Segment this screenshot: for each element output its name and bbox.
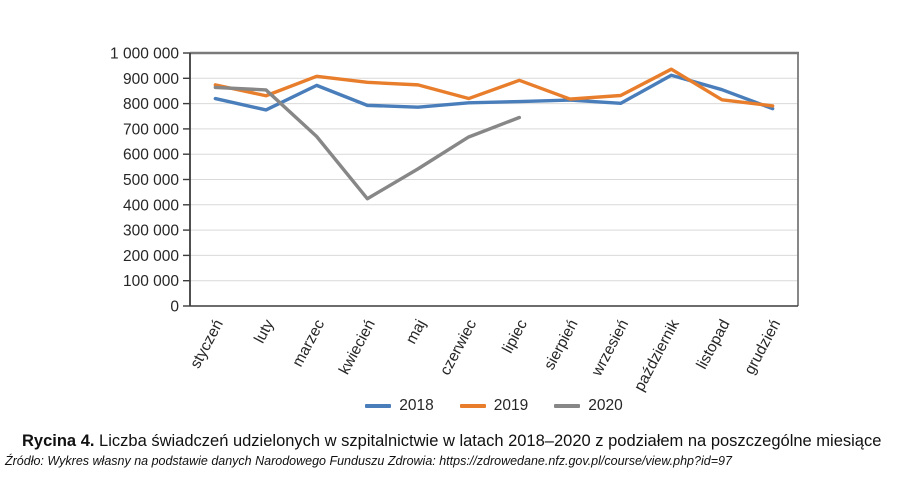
legend-label-2019: 2019 bbox=[493, 397, 529, 414]
y-tick-label: 400 000 bbox=[123, 197, 179, 214]
y-tick-label: 300 000 bbox=[123, 223, 179, 240]
chart-legend: 2018 2019 2020 bbox=[190, 397, 798, 415]
legend-label-2020: 2020 bbox=[588, 397, 623, 414]
y-tick-label: 100 000 bbox=[123, 273, 179, 290]
x-tick-label: marzec bbox=[289, 317, 328, 370]
x-tick-label: listopad bbox=[693, 317, 733, 372]
x-tick-label: październik bbox=[631, 317, 683, 394]
figure-caption: Rycina 4. Liczba świadczeń udzielonych w… bbox=[22, 431, 892, 452]
line-chart: 0 100 000 200 000 300 000 400 000 500 000 600 … bbox=[110, 46, 799, 394]
figure-caption-label: Rycina 4. bbox=[22, 432, 95, 450]
x-tick-label: styczeń bbox=[187, 317, 227, 371]
legend-swatch-2018 bbox=[365, 404, 392, 408]
figure-source: Źródło: Wykres własny na podstawie danyc… bbox=[5, 454, 732, 468]
x-tick-label: kwiecień bbox=[336, 317, 379, 377]
y-tick-label: 0 bbox=[170, 299, 179, 316]
legend-swatch-2019 bbox=[459, 404, 486, 408]
x-tick-label: czerwiec bbox=[437, 317, 480, 378]
legend-item-2019: 2019 bbox=[459, 397, 529, 415]
x-tick-label: luty bbox=[251, 317, 277, 346]
series-line-2018 bbox=[213, 73, 775, 112]
y-tick-label: 600 000 bbox=[123, 147, 179, 164]
series-line-2019 bbox=[213, 67, 775, 108]
x-tick-label: maj bbox=[403, 317, 430, 347]
legend-item-2018: 2018 bbox=[365, 397, 434, 415]
y-tick-label: 800 000 bbox=[123, 96, 179, 113]
legend-item-2020: 2020 bbox=[554, 397, 623, 415]
y-tick-label: 700 000 bbox=[123, 121, 179, 138]
x-tick-label: sierpień bbox=[541, 317, 581, 373]
y-tick-label: 1 000 000 bbox=[110, 46, 179, 63]
figure-caption-text: Liczba świadczeń udzielonych w szpitalni… bbox=[94, 432, 882, 450]
series-line-2020 bbox=[213, 85, 522, 201]
legend-swatch-2020 bbox=[554, 404, 581, 408]
y-tick-label: 200 000 bbox=[123, 248, 179, 265]
legend-label-2018: 2018 bbox=[399, 397, 434, 414]
y-tick-label: 500 000 bbox=[123, 172, 179, 189]
y-tick-label: 900 000 bbox=[123, 71, 179, 88]
x-tick-label: lipiec bbox=[499, 317, 531, 356]
x-tick-label: grudzień bbox=[741, 317, 784, 377]
x-tick-label: wrzesień bbox=[588, 317, 632, 380]
